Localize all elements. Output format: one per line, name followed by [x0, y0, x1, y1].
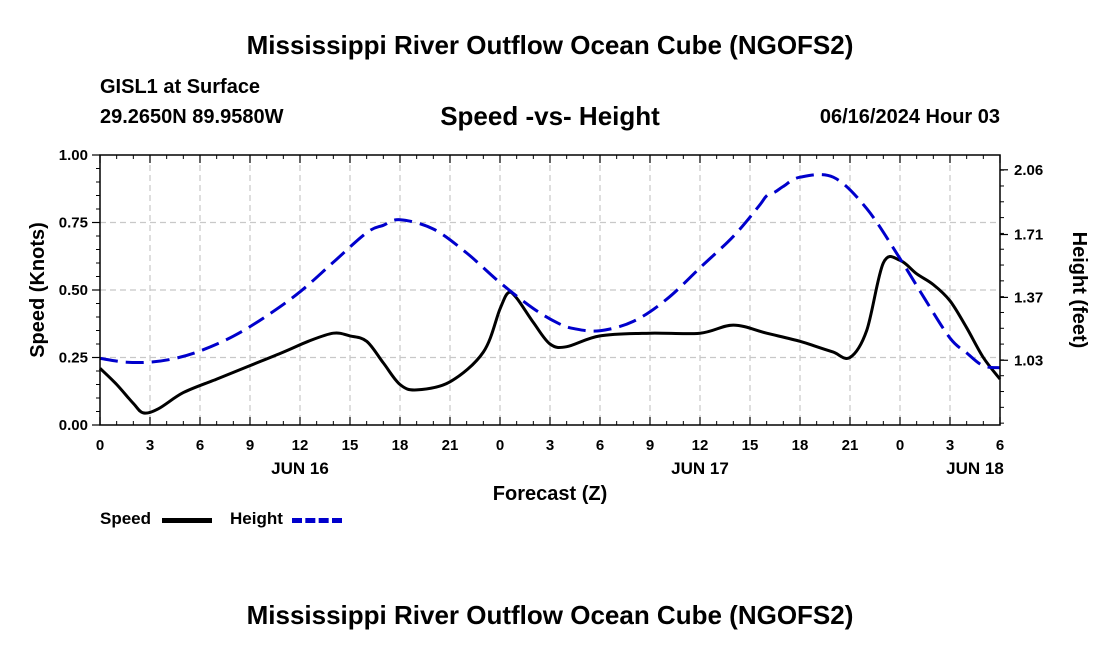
footer-title: Mississippi River Outflow Ocean Cube (NG… [246, 600, 854, 630]
legend-speed-swatch [162, 518, 212, 523]
date-label: JUN 17 [671, 459, 729, 478]
x-tick-label: 0 [496, 437, 504, 454]
x-axis-title: Forecast (Z) [493, 483, 607, 505]
y-tick-label: 0.25 [59, 350, 88, 367]
forecast-datetime: 06/16/2024 Hour 03 [819, 106, 1000, 128]
y-tick-label: 0.50 [59, 282, 88, 299]
grid-lines [100, 155, 1000, 425]
x-tick-label: 21 [442, 437, 459, 454]
date-label: JUN 18 [946, 459, 1004, 478]
main-title: Mississippi River Outflow Ocean Cube (NG… [246, 30, 854, 60]
date-label: JUN 16 [271, 459, 329, 478]
x-tick-label: 12 [292, 437, 309, 454]
x-tick-label: 18 [792, 437, 809, 454]
legend-speed-label: Speed [100, 509, 152, 528]
y-tick-label: 0.75 [59, 215, 88, 232]
x-tick-label: 6 [996, 437, 1004, 454]
series-line-speed [98, 255, 1002, 415]
x-tick-label: 6 [596, 437, 604, 454]
chart-subtitle: Speed -vs- Height [440, 101, 660, 131]
x-tick-label: 3 [546, 437, 554, 454]
x-tick-label: 3 [146, 437, 154, 454]
x-tick-label: 9 [646, 437, 654, 454]
x-tick-label: 9 [246, 437, 254, 454]
x-tick-label: 21 [842, 437, 859, 454]
x-tick-label: 3 [946, 437, 954, 454]
x-tick-label: 18 [392, 437, 409, 454]
station-label: GISL1 at Surface [100, 76, 261, 98]
axes: 0 3 6 9 12 15 18 21 0 3 6 9 12 15 18 21 0 3 6 0.00 0.25 0.50 0… [27, 147, 1090, 505]
y2-tick-label: 1.03 [1014, 352, 1043, 369]
legend-height-label: Height [230, 509, 283, 528]
y-tick-label: 1.00 [59, 147, 88, 164]
series-lines [98, 173, 1002, 415]
x-tick-label: 0 [896, 437, 904, 454]
y2-axis-title: Height (feet) [1068, 232, 1090, 349]
series-line-height [99, 173, 1001, 370]
y-axis-title: Speed (Knots) [27, 222, 49, 358]
y2-tick-label: 2.06 [1014, 162, 1043, 179]
x-tick-label: 0 [96, 437, 104, 454]
x-tick-label: 12 [692, 437, 709, 454]
y2-tick-label: 1.71 [1014, 227, 1043, 244]
x-tick-label: 15 [342, 437, 359, 454]
y-tick-label: 0.00 [59, 417, 88, 434]
station-coords: 29.2650N 89.9580W [100, 106, 284, 128]
legend-height-swatch [292, 518, 342, 523]
x-tick-label: 6 [196, 437, 204, 454]
x-tick-label: 15 [742, 437, 759, 454]
y2-tick-label: 1.37 [1014, 289, 1043, 306]
